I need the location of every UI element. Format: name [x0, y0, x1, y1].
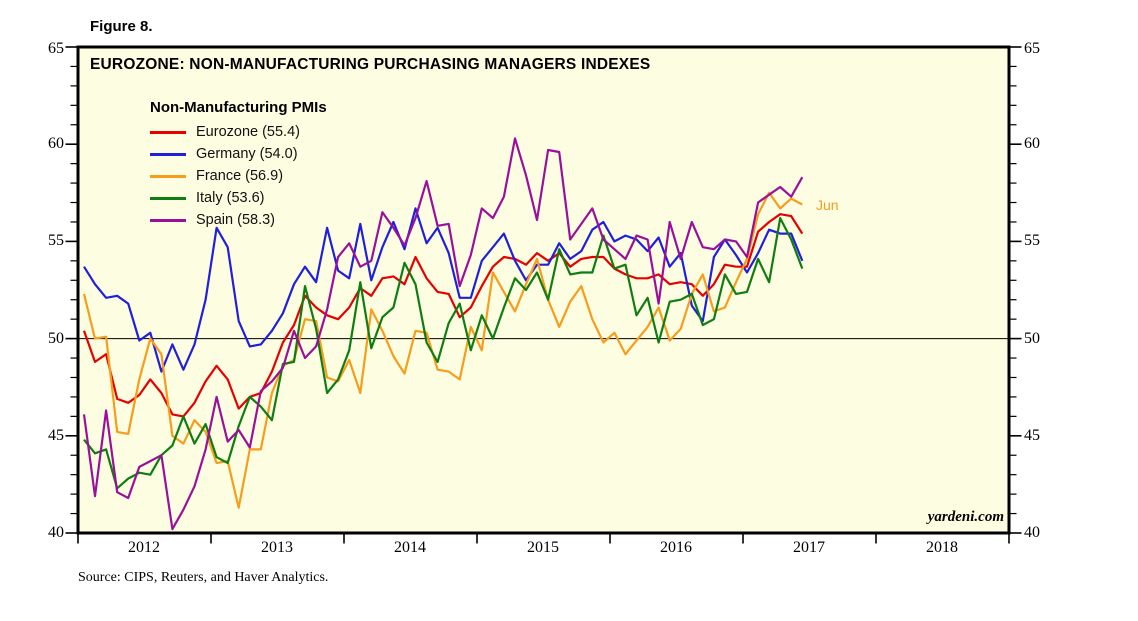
legend-label: Germany (54.0) [196, 146, 298, 162]
x-axis-label-2017: 2017 [793, 539, 825, 556]
y-axis-label-right-50: 50 [1024, 330, 1040, 347]
y-axis-label-left-55: 55 [48, 232, 64, 249]
x-axis-label-2014: 2014 [394, 539, 426, 556]
legend-item-italy: Italy (53.6) [150, 187, 327, 209]
x-axis-label-2018: 2018 [926, 539, 958, 556]
yardeni-watermark: yardeni.com [927, 509, 1004, 525]
x-axis-label-2015: 2015 [527, 539, 559, 556]
chart-title: EUROZONE: NON-MANUFACTURING PURCHASING M… [90, 56, 651, 73]
legend-item-france: France (56.9) [150, 165, 327, 187]
x-axis-label-2016: 2016 [660, 539, 692, 556]
figure-label: Figure 8. [90, 18, 153, 35]
jun-data-annotation: Jun [816, 197, 839, 213]
germany-line-swatch [150, 152, 186, 156]
spain-line-swatch [150, 218, 186, 222]
legend-label: France (56.9) [196, 168, 284, 184]
legend-item-eurozone: Eurozone (55.4) [150, 121, 327, 143]
legend-label: Spain (58.3) [196, 212, 275, 228]
y-axis-label-right-65: 65 [1024, 40, 1040, 57]
x-axis-label-2013: 2013 [261, 539, 293, 556]
france-line-swatch [150, 174, 186, 178]
legend-item-spain: Spain (58.3) [150, 209, 327, 231]
y-axis-label-right-40: 40 [1024, 524, 1040, 541]
y-axis-label-right-45: 45 [1024, 427, 1040, 444]
eurozone-line-swatch [150, 130, 186, 134]
y-axis-label-left-40: 40 [48, 524, 64, 541]
legend-label: Italy (53.6) [196, 190, 265, 206]
legend-item-germany: Germany (54.0) [150, 143, 327, 165]
y-axis-label-right-60: 60 [1024, 135, 1040, 152]
y-axis-label-left-50: 50 [48, 330, 64, 347]
legend-label: Eurozone (55.4) [196, 124, 300, 140]
y-axis-label-left-65: 65 [48, 40, 64, 57]
italy-line-swatch [150, 196, 186, 200]
y-axis-label-right-55: 55 [1024, 232, 1040, 249]
y-axis-label-left-45: 45 [48, 427, 64, 444]
x-axis-label-2012: 2012 [128, 539, 160, 556]
source-note: Source: CIPS, Reuters, and Haver Analyti… [78, 570, 329, 585]
y-axis-label-left-60: 60 [48, 135, 64, 152]
legend-title: Non-Manufacturing PMIs [150, 99, 327, 116]
legend: Non-Manufacturing PMIs Eurozone (55.4) G… [150, 99, 327, 231]
